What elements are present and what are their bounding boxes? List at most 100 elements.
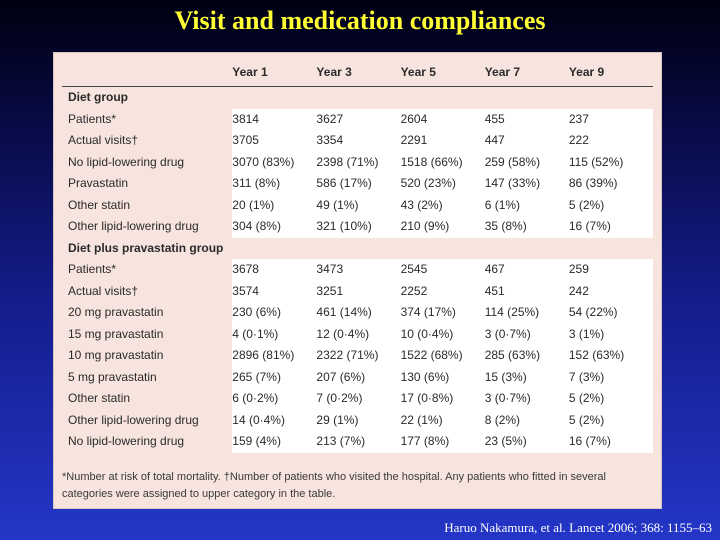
- table-cell: 321 (10%): [316, 216, 401, 238]
- table-cell: 54 (22%): [568, 302, 653, 324]
- table-row: 20 mg pravastatin 230 (6%) 461 (14%) 374 (1…: [62, 302, 653, 324]
- header-year-3: Year 3: [316, 60, 401, 87]
- table-cell: 17 (0·8%): [400, 388, 485, 410]
- row-label: Other statin: [68, 391, 131, 405]
- table-cell: 114 (25%): [484, 302, 569, 324]
- table-row: 5 mg pravastatin 265 (7%) 207 (6%) 130 (6%)…: [62, 366, 653, 388]
- header-blank: [62, 60, 233, 87]
- table-cell: 8 (2%): [484, 409, 569, 431]
- table-cell: 7 (3%): [568, 366, 653, 388]
- table-cell: 3627: [316, 108, 401, 130]
- header-year-5: Year 5: [400, 60, 485, 87]
- table-row: Other lipid-lowering drug 14 (0·4%) 29 (1%…: [62, 409, 653, 431]
- table-header-row: Year 1 Year 3 Year 5 Year 7 Year 9: [62, 60, 653, 87]
- table-cell: 447: [484, 130, 569, 152]
- table-row: 15 mg pravastatin 4 (0·1%) 12 (0·4%) 10 (0·…: [62, 323, 653, 345]
- table-cell: 2322 (71%): [316, 345, 401, 367]
- table-cell: 311 (8%): [232, 173, 317, 195]
- table-cell: 159 (4%): [232, 431, 317, 453]
- row-label: 5 mg pravastatin: [68, 369, 157, 384]
- table-cell: 3574: [232, 280, 317, 302]
- table-cell: 3705: [232, 130, 317, 152]
- row-label: 15 mg pravastatin: [68, 326, 164, 341]
- table-row: 10 mg pravastatin 2896 (81%) 2322 (71%) 152…: [62, 345, 653, 367]
- group-label: Diet group: [68, 90, 128, 104]
- table-cell: 259: [568, 259, 653, 281]
- table-row: No lipid-lowering drug 3070 (83%) 2398 (71…: [62, 151, 653, 173]
- table-cell: 43 (2%): [400, 194, 485, 216]
- group-header-row: Diet group: [62, 87, 653, 109]
- table-cell: 6 (1%): [484, 194, 569, 216]
- table-cell: 29 (1%): [316, 409, 401, 431]
- row-label: Patients*: [68, 262, 117, 276]
- table-cell: 115 (52%): [568, 151, 653, 173]
- row-label: No lipid-lowering drug: [68, 434, 185, 448]
- table-cell: 467: [484, 259, 569, 281]
- row-label: 20 mg pravastatin: [68, 305, 164, 319]
- table-cell: 15 (3%): [484, 366, 569, 388]
- table-cell: 2896 (81%): [232, 345, 317, 367]
- table-cell: 177 (8%): [400, 431, 485, 453]
- table-row: Pravastatin 311 (8%) 586 (17%) 520 (23%) 147…: [62, 173, 653, 195]
- table-cell: 210 (9%): [400, 216, 485, 238]
- table-cell: 265 (7%): [232, 366, 317, 388]
- header-year-7: Year 7: [484, 60, 569, 87]
- table-cell: 304 (8%): [232, 216, 317, 238]
- group-header-row: Diet plus pravastatin group: [62, 238, 653, 260]
- table-cell: 259 (58%): [484, 151, 569, 173]
- table-cell: 5 (2%): [568, 409, 653, 431]
- table-row: Other statin 6 (0·2%) 7 (0·2%) 17 (0·8%) 3 (…: [62, 388, 653, 410]
- table-cell: 2291: [400, 130, 485, 152]
- table-cell: 152 (63%): [568, 345, 653, 367]
- row-label: Other statin: [68, 197, 131, 212]
- table-cell: 586 (17%): [316, 173, 401, 195]
- table-cell: 3 (1%): [568, 323, 653, 345]
- row-label: 10 mg pravastatin: [68, 348, 164, 362]
- table-cell: 3473: [316, 259, 401, 281]
- row-label: Other lipid-lowering drug: [68, 412, 199, 427]
- table-cell: 3354: [316, 130, 401, 152]
- table-cell: 451: [484, 280, 569, 302]
- table-cell: 4 (0·1%): [232, 323, 317, 345]
- table-cell: 2604: [400, 108, 485, 130]
- table-cell: 3814: [232, 108, 317, 130]
- citation: Haruo Nakamura, et al. Lancet 2006; 368:…: [444, 520, 712, 535]
- row-label: Actual visits†: [68, 133, 139, 147]
- table-row: Actual visits† 3705 3354 2291 447 222: [62, 130, 653, 152]
- table-cell: 130 (6%): [400, 366, 485, 388]
- table-cell: 16 (7%): [568, 431, 653, 453]
- table-cell: 3251: [316, 280, 401, 302]
- slide-title: Visit and medication compliances: [174, 6, 546, 35]
- header-year-9: Year 9: [568, 60, 653, 87]
- table-cell: 10 (0·4%): [400, 323, 485, 345]
- table-cell: 2398 (71%): [316, 151, 401, 173]
- row-label: Actual visits†: [68, 283, 139, 298]
- table-cell: 374 (17%): [400, 302, 485, 324]
- table-cell: 147 (33%): [484, 173, 569, 195]
- table-cell: 12 (0·4%): [316, 323, 401, 345]
- table-cell: 3 (0·7%): [484, 323, 569, 345]
- table-row: Actual visits† 3574 3251 2252 451 242: [62, 280, 653, 302]
- table-cell: 3678: [232, 259, 317, 281]
- table-cell: 86 (39%): [568, 173, 653, 195]
- row-label: Other lipid-lowering drug: [68, 219, 199, 233]
- table-row: Other statin 20 (1%) 49 (1%) 43 (2%) 6 (1%) 5…: [62, 194, 653, 216]
- table-cell: 285 (63%): [484, 345, 569, 367]
- table-cell: 3 (0·7%): [484, 388, 569, 410]
- table-cell: 16 (7%): [568, 216, 653, 238]
- table-cell: 237: [568, 108, 653, 130]
- table-cell: 213 (7%): [316, 431, 401, 453]
- group-label: Diet plus pravastatin group: [68, 240, 224, 255]
- table-cell: 461 (14%): [316, 302, 401, 324]
- table-panel: Year 1 Year 3 Year 5 Year 7 Year 9 Diet …: [53, 52, 662, 509]
- table-cell: 49 (1%): [316, 194, 401, 216]
- table-cell: 3070 (83%): [232, 151, 317, 173]
- table-cell: 230 (6%): [232, 302, 317, 324]
- row-label: No lipid-lowering drug: [68, 154, 185, 169]
- table-cell: 7 (0·2%): [316, 388, 401, 410]
- table-row: Other lipid-lowering drug 304 (8%) 321 (10…: [62, 216, 653, 238]
- header-year-1: Year 1: [232, 60, 317, 87]
- table-cell: 23 (5%): [484, 431, 569, 453]
- table-cell: 5 (2%): [568, 194, 653, 216]
- table-cell: 207 (6%): [316, 366, 401, 388]
